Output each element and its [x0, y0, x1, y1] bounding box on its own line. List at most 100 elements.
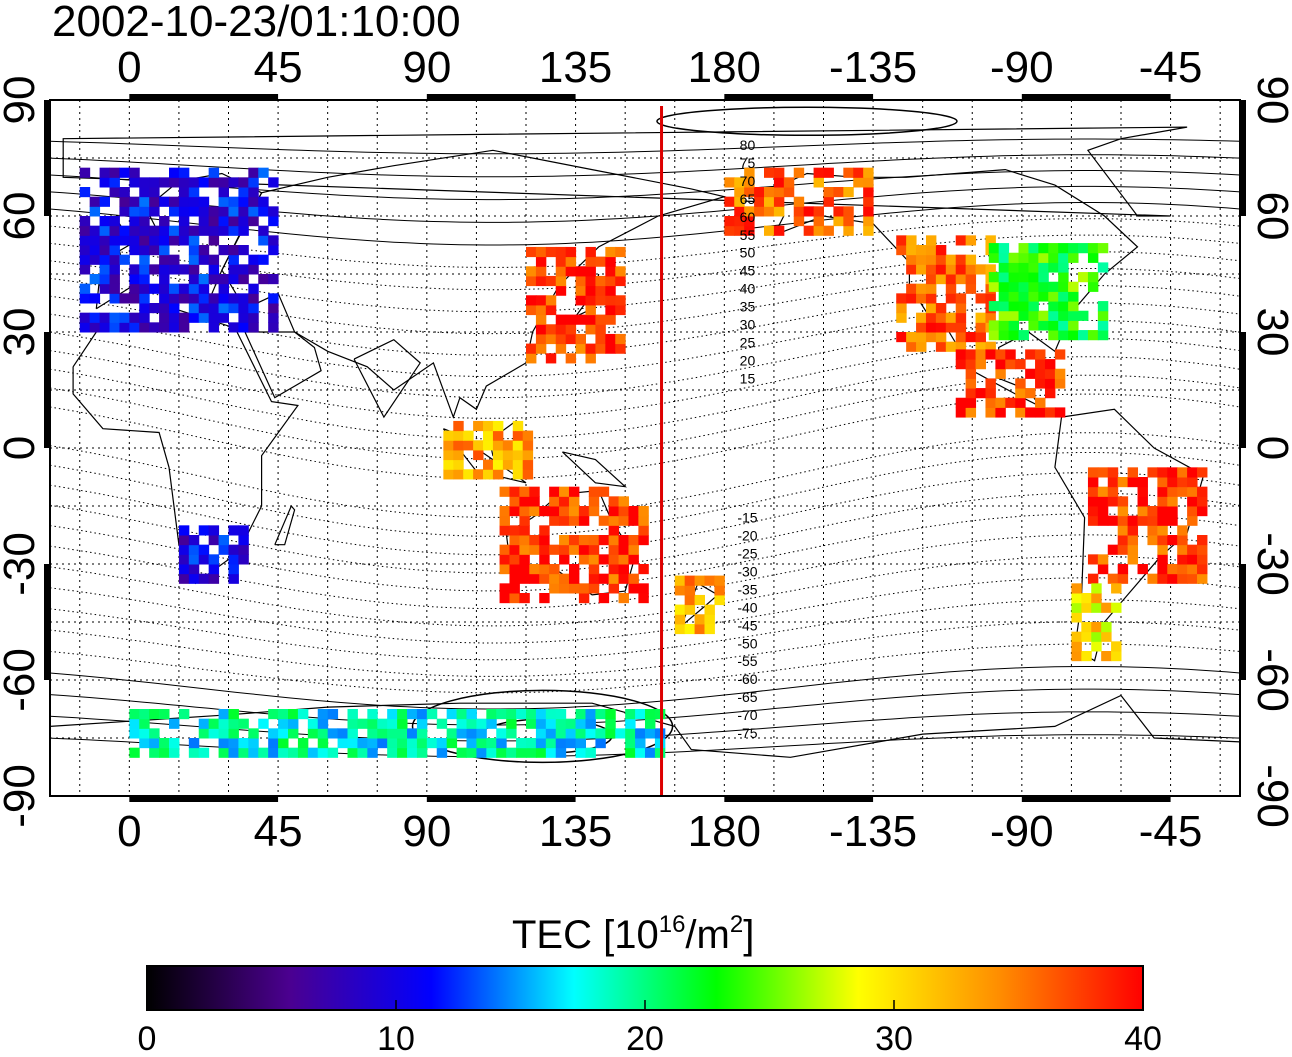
- tec-cell-europe: [119, 196, 130, 207]
- tec-cell-central-america: [1044, 368, 1056, 379]
- tec-cell-europe: [178, 206, 190, 217]
- tec-cell-north-america-west: [906, 332, 917, 343]
- tec-cell-europe: [89, 293, 101, 304]
- tec-cell-alaska: [783, 177, 795, 188]
- tec-cell-australia: [608, 535, 620, 546]
- tec-cell-central-america: [985, 378, 996, 389]
- tec-cell-new-zealand: [704, 623, 715, 635]
- tec-cell-east-asia: [585, 324, 596, 335]
- tec-cell-south-america: [1187, 554, 1198, 565]
- tec-cell-south-america: [1167, 486, 1178, 497]
- tec-cell-south-america: [1177, 477, 1188, 488]
- tec-cell-europe: [99, 177, 110, 188]
- tec-cell-europe: [119, 206, 130, 217]
- tec-cell-new-zealand: [714, 594, 725, 606]
- tec-cell-antarctica: [169, 747, 180, 758]
- tec-cell-europe: [258, 206, 269, 217]
- tec-cell-europe: [109, 264, 120, 275]
- tec-cell-europe: [208, 274, 220, 285]
- tec-cell-central-america: [1054, 349, 1066, 360]
- tec-cell-europe: [149, 264, 160, 275]
- tec-cell-antarctica: [635, 728, 646, 739]
- tec-cell-east-asia: [555, 314, 567, 325]
- tec-cell-east-asia: [595, 285, 606, 296]
- tec-cell-europe: [228, 206, 239, 217]
- tec-cell-europe: [218, 216, 229, 227]
- tec-cell-antarctica: [595, 709, 606, 720]
- tec-cell-indonesia: [483, 469, 494, 480]
- tec-cell-north-america-west: [945, 254, 957, 265]
- tec-cell-north-america-east: [1048, 320, 1059, 331]
- tec-cell-europe: [159, 303, 170, 314]
- tec-cell-australia: [519, 486, 530, 497]
- tec-cell-europe: [178, 293, 190, 304]
- tec-cell-australia: [588, 486, 600, 497]
- tec-cell-antarctica: [218, 738, 229, 749]
- tec-cell-north-america-east: [1048, 281, 1059, 292]
- tec-cell-europe: [129, 274, 140, 285]
- tec-cell-south-america: [1177, 535, 1188, 546]
- tec-cell-antarctica: [149, 728, 160, 739]
- left-lat-tick-label-4: -30: [0, 532, 44, 596]
- tec-cell-alaska: [863, 177, 874, 188]
- tec-cell-europe: [188, 274, 200, 285]
- tec-cell-antarctica: [585, 709, 596, 720]
- tec-cell-antarctica: [387, 738, 398, 749]
- tec-cell-southern-africa: [208, 535, 220, 546]
- tec-cell-antarctica: [516, 738, 527, 749]
- tec-cell-europe: [208, 225, 220, 236]
- tec-cell-patagonia: [1111, 602, 1122, 613]
- tec-cell-antarctica: [555, 728, 567, 739]
- tec-cell-australia: [559, 515, 570, 526]
- tec-cell-north-america-west: [955, 235, 967, 246]
- tec-cell-australia: [568, 496, 580, 507]
- tec-cell-antarctica: [218, 709, 229, 720]
- tec-cell-antarctica: [446, 709, 458, 720]
- tec-cell-indonesia: [483, 440, 494, 451]
- tec-cell-europe: [89, 312, 101, 323]
- tec-cell-australia: [598, 535, 610, 546]
- tec-cell-indonesia: [492, 449, 504, 461]
- tec-cell-europe: [139, 264, 150, 275]
- tec-cell-antarctica: [297, 709, 309, 720]
- tec-cell-north-america-west: [935, 322, 947, 333]
- tec-cell-europe: [268, 274, 279, 285]
- tec-cell-europe: [198, 216, 210, 227]
- tec-cell-north-america-west: [985, 293, 996, 304]
- tec-cell-antarctica: [526, 709, 537, 720]
- tec-cell-europe: [149, 196, 160, 207]
- tec-cell-east-asia: [555, 246, 567, 258]
- tec-cell-australia: [578, 506, 590, 517]
- tec-cell-antarctica: [238, 738, 249, 749]
- tec-cell-north-america-east: [988, 320, 1000, 331]
- tec-cell-australia: [499, 544, 510, 555]
- tec-cell-europe: [258, 167, 269, 178]
- tec-cell-europe: [188, 245, 200, 256]
- tec-cell-north-america-east: [1087, 281, 1099, 292]
- tec-cell-europe: [208, 254, 220, 265]
- tec-cell-indonesia: [473, 420, 484, 432]
- contour-label-n2: 70: [740, 173, 756, 189]
- tec-cell-antarctica: [169, 718, 180, 729]
- tec-cell-europe: [228, 245, 239, 256]
- tec-cell-europe: [159, 293, 170, 304]
- tec-cell-central-america: [955, 397, 967, 408]
- tec-cell-east-asia: [545, 295, 557, 306]
- tec-cell-southern-africa: [238, 554, 249, 565]
- tec-cell-southern-africa: [188, 544, 200, 555]
- tec-cell-patagonia: [1071, 631, 1082, 642]
- tec-cell-central-america: [995, 407, 1006, 418]
- tec-cell-europe: [248, 196, 259, 207]
- tec-cell-antarctica: [585, 728, 596, 739]
- tec-cell-north-america-west: [985, 235, 996, 246]
- tec-cell-australia: [509, 564, 520, 575]
- tec-cell-europe: [129, 245, 140, 256]
- tec-cell-south-america: [1187, 564, 1198, 575]
- tec-cell-europe: [248, 264, 259, 275]
- tec-cell-europe: [129, 206, 140, 217]
- tec-cell-australia: [549, 515, 560, 526]
- tec-cell-europe: [228, 216, 239, 227]
- tec-cell-europe: [258, 274, 269, 285]
- tec-cell-australia: [598, 515, 610, 526]
- top-lon-tick-label-2: 90: [402, 43, 451, 92]
